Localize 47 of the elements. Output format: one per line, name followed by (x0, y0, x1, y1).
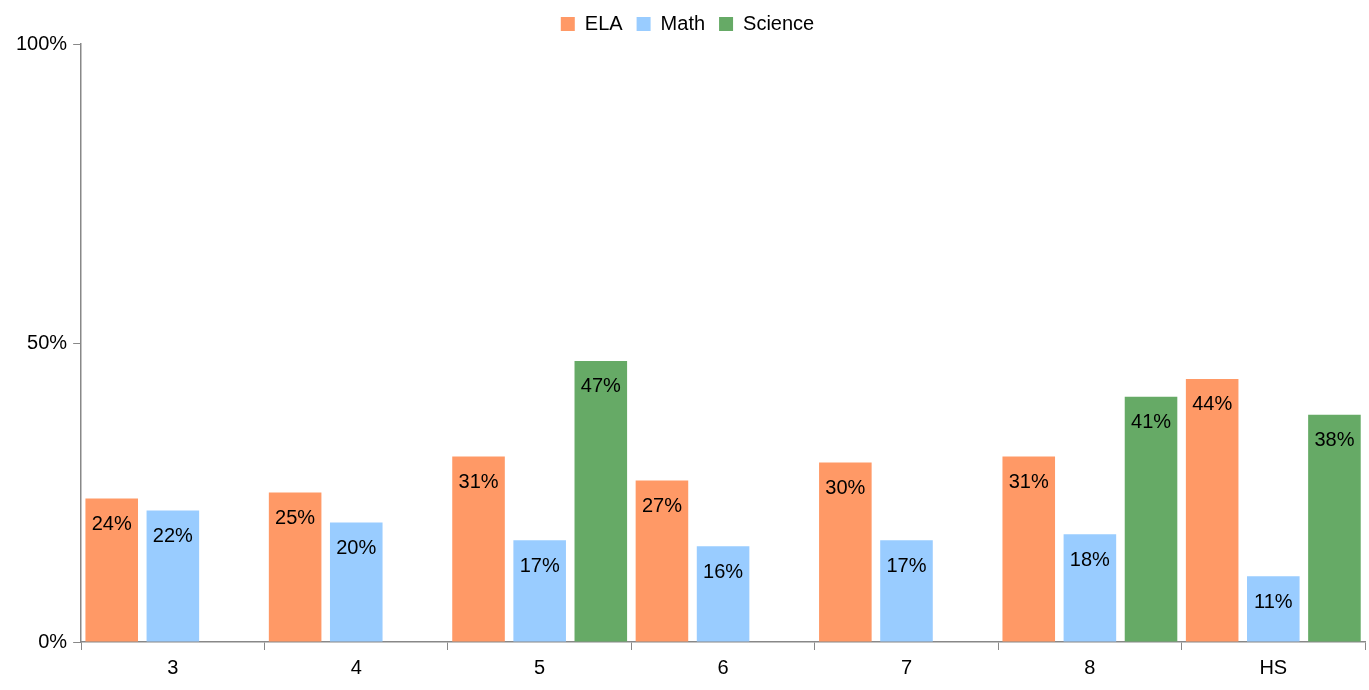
bar (146, 510, 200, 642)
bar (1063, 534, 1117, 642)
x-tick-label: 6 (717, 655, 729, 678)
x-tick-label: 3 (167, 655, 179, 678)
data-label: 16% (703, 559, 744, 582)
bar (819, 462, 872, 642)
data-label: 44% (1192, 392, 1233, 415)
legend-label: ELA (584, 11, 624, 34)
y-tick-label: 0% (38, 629, 68, 652)
bar (268, 492, 322, 642)
data-label: 22% (152, 523, 194, 546)
data-label: 17% (519, 553, 560, 576)
x-tick-label: 8 (1084, 655, 1096, 678)
bar (452, 456, 505, 642)
data-label: 41% (1131, 410, 1172, 433)
data-label: 24% (91, 512, 132, 534)
bar (1124, 396, 1178, 642)
bar (574, 360, 628, 642)
bar (1185, 378, 1239, 642)
data-label: 47% (580, 374, 622, 397)
bar (329, 522, 383, 642)
bar (513, 540, 566, 642)
bar (696, 546, 750, 642)
bar (635, 480, 689, 642)
y-tick-label: 50% (27, 330, 68, 353)
x-tick-label: 5 (534, 655, 546, 678)
y-tick-label: 100% (16, 31, 68, 54)
data-label: 30% (825, 476, 866, 499)
x-tick-label: HS (1259, 655, 1288, 678)
data-label: 25% (275, 506, 316, 529)
x-tick-label: 4 (350, 655, 362, 678)
bar (1308, 414, 1361, 642)
data-label: 11% (1254, 589, 1293, 612)
bar (85, 498, 139, 642)
bar (1002, 456, 1056, 642)
x-tick-label: 7 (900, 655, 913, 678)
data-label: 31% (1008, 470, 1049, 493)
bar (880, 540, 933, 642)
data-label: 31% (458, 470, 499, 493)
data-label: 17% (886, 553, 927, 576)
data-label: 20% (336, 535, 377, 558)
data-label: 27% (641, 494, 683, 517)
legend-label: Math (660, 11, 706, 34)
bar (1247, 576, 1300, 642)
data-label: 18% (1069, 547, 1111, 570)
legend-label: Science (743, 11, 815, 34)
data-label: 38% (1314, 428, 1355, 451)
